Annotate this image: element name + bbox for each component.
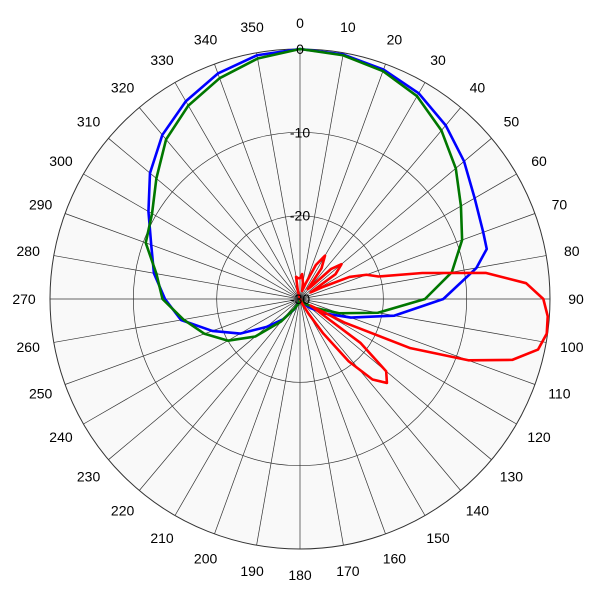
angle-tick-label-40: 40 <box>470 80 486 96</box>
angle-tick-label-310: 310 <box>77 114 101 130</box>
spoke-line-220 <box>139 298 301 491</box>
spoke-line-330 <box>174 82 301 300</box>
spoke-line-70 <box>299 213 536 300</box>
angle-tick-label-200: 200 <box>194 550 218 566</box>
spoke-line-250 <box>64 298 301 385</box>
spoke-line-140 <box>299 298 461 491</box>
angle-tick-label-320: 320 <box>111 80 135 96</box>
spoke-line-20 <box>299 63 386 300</box>
angle-tick-label-250: 250 <box>29 385 53 401</box>
angle-tick-label-190: 190 <box>240 563 264 579</box>
series-layer <box>144 47 550 385</box>
angle-tick-label-120: 120 <box>527 429 551 445</box>
angle-tick-label-100: 100 <box>560 339 584 355</box>
angle-tick-label-230: 230 <box>77 468 101 484</box>
spoke-line-240 <box>83 298 301 425</box>
spoke-line-160 <box>299 298 386 535</box>
angle-tick-label-170: 170 <box>336 563 360 579</box>
angle-tick-label-220: 220 <box>111 502 135 518</box>
angle-tick-label-60: 60 <box>531 153 547 169</box>
ring--20 <box>216 215 384 383</box>
spoke-line-10 <box>299 52 344 300</box>
spoke-line-130 <box>299 298 492 460</box>
angle-tick-label-270: 270 <box>12 291 36 307</box>
angle-tick-label-0: 0 <box>296 15 304 31</box>
radial-tick-label: -20 <box>290 208 310 224</box>
radial-tick-label: -10 <box>290 124 310 140</box>
spoke-line-150 <box>299 298 426 516</box>
spoke-line-340 <box>214 63 301 300</box>
angle-tick-label-50: 50 <box>504 114 520 130</box>
angle-tick-label-150: 150 <box>426 530 450 546</box>
series-line-2 <box>294 254 550 385</box>
spoke-line-30 <box>299 82 426 300</box>
spoke-line-310 <box>108 138 301 300</box>
spoke-line-290 <box>64 213 301 300</box>
radial-tick-label: -30 <box>290 291 310 307</box>
angle-tick-label-240: 240 <box>49 429 73 445</box>
angle-tick-label-80: 80 <box>564 243 580 259</box>
angle-tick-label-90: 90 <box>568 291 584 307</box>
angle-tick-label-350: 350 <box>240 19 264 35</box>
angle-tick-label-140: 140 <box>466 502 490 518</box>
spoke-line-100 <box>299 298 547 343</box>
angle-tick-label-110: 110 <box>548 385 571 401</box>
angle-tick-label-70: 70 <box>552 197 568 213</box>
angle-tick-label-330: 330 <box>150 52 174 68</box>
spoke-line-40 <box>299 107 461 300</box>
angle-tick-label-30: 30 <box>430 52 446 68</box>
spoke-line-200 <box>214 298 301 535</box>
angle-tick-label-180: 180 <box>288 567 312 583</box>
spoke-line-350 <box>256 52 301 300</box>
angle-tick-label-10: 10 <box>340 19 356 35</box>
angle-tick-label-300: 300 <box>49 153 73 169</box>
spoke-line-190 <box>256 298 301 546</box>
angle-tick-label-160: 160 <box>383 550 407 566</box>
spoke-line-210 <box>174 298 301 516</box>
angle-tick-label-260: 260 <box>17 339 41 355</box>
radial-tick-label: 0 <box>296 41 304 57</box>
angle-tick-labels: 0 10 20 30 40 50 60 70 80 90 100 110 120 130 140 150 160… <box>12 15 584 583</box>
angle-tick-label-340: 340 <box>194 32 218 48</box>
spoke-line-260 <box>53 298 301 343</box>
spoke-line-50 <box>299 138 492 300</box>
angle-tick-label-290: 290 <box>29 197 53 213</box>
angle-tick-label-280: 280 <box>17 243 41 259</box>
ring--10 <box>132 131 468 467</box>
spoke-line-80 <box>299 255 547 300</box>
spoke-line-60 <box>299 173 517 300</box>
spoke-line-280 <box>53 255 301 300</box>
spoke-line-300 <box>83 173 301 300</box>
angle-tick-label-20: 20 <box>387 32 403 48</box>
spoke-line-170 <box>299 298 344 546</box>
radial-tick-labels: 0 -10 -20 -30 <box>290 41 310 307</box>
angle-tick-label-130: 130 <box>500 468 524 484</box>
angle-tick-label-210: 210 <box>150 530 174 546</box>
